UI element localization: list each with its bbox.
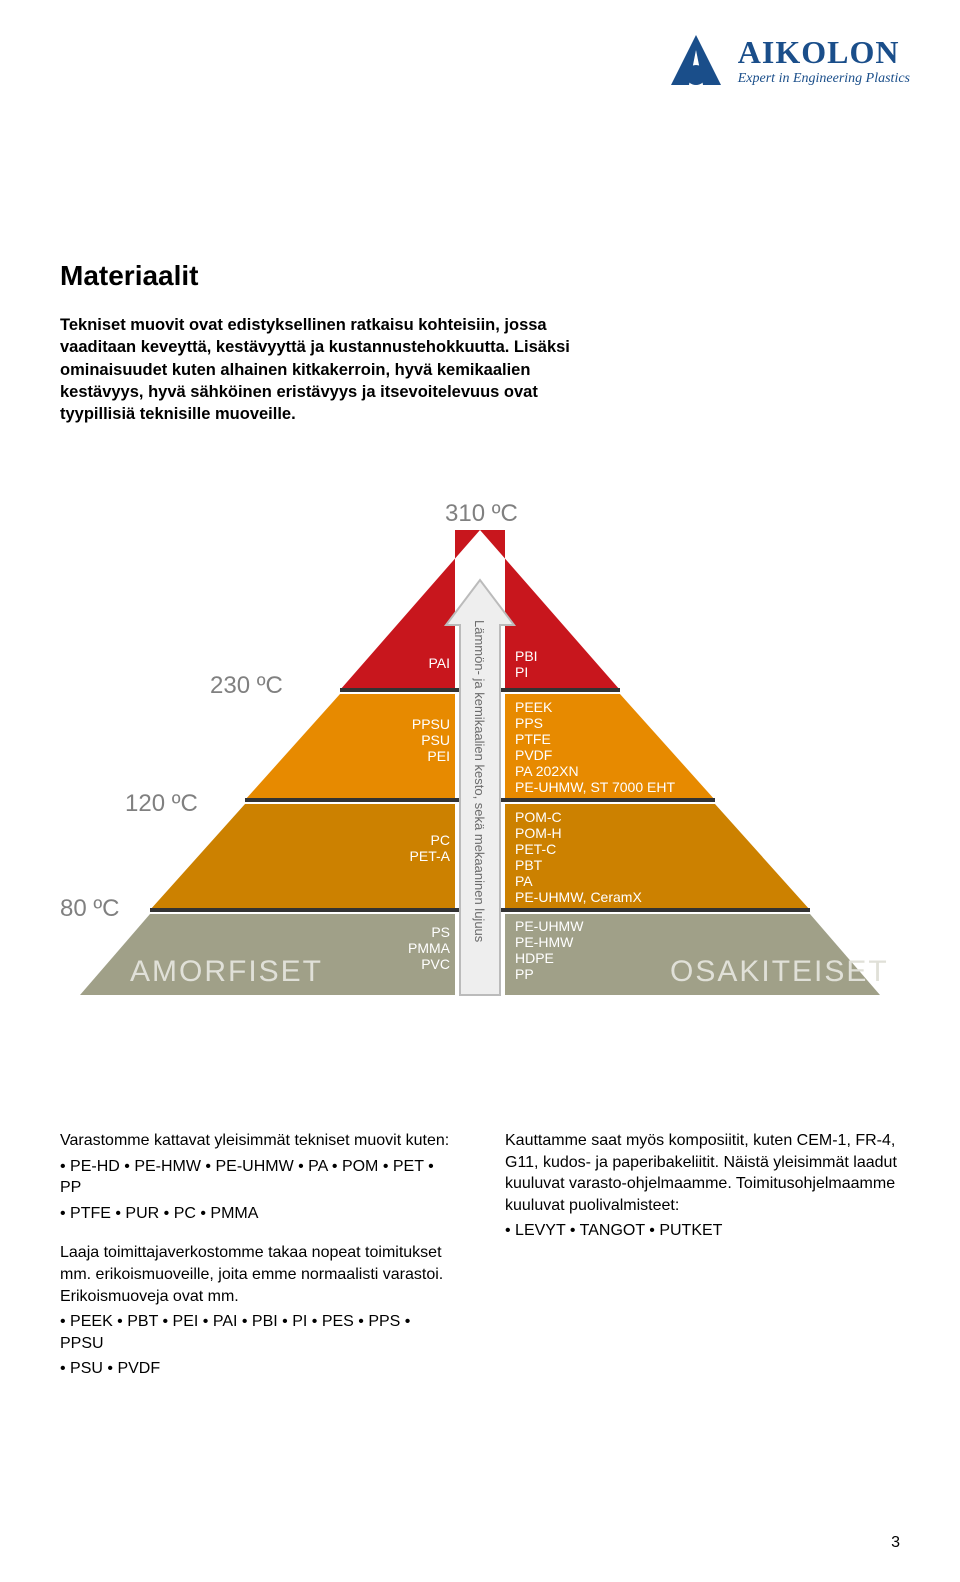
- logo: AIKOLON Expert in Engineering Plastics: [666, 30, 910, 90]
- page-title: Materiaalit: [60, 260, 900, 292]
- left-p1: Varastomme kattavat yleisimmät tekniset …: [60, 1130, 455, 1152]
- mat: PEI: [412, 748, 450, 764]
- logo-tagline: Expert in Engineering Plastics: [738, 71, 910, 87]
- page-number: 3: [891, 1534, 900, 1552]
- tier1-left: PAI: [428, 655, 450, 671]
- mat: PSU: [412, 732, 450, 748]
- bottom-columns: Varastomme kattavat yleisimmät tekniset …: [60, 1130, 900, 1384]
- logo-text: AIKOLON Expert in Engineering Plastics: [738, 34, 910, 87]
- mat: POM-H: [515, 825, 642, 841]
- mat: PI: [515, 664, 538, 680]
- logo-mark-icon: [666, 30, 726, 90]
- mat: PA: [515, 873, 642, 889]
- mat: PVC: [408, 956, 450, 972]
- mat: PE-HMW: [515, 934, 583, 950]
- left-b2: • PTFE • PUR • PC • PMMA: [60, 1203, 455, 1225]
- arrow-label: Lämmön- ja kemikaalien kesto, sekä mekaa…: [472, 620, 487, 990]
- mat: PPS: [515, 715, 675, 731]
- left-b1: • PE-HD • PE-HMW • PE-UHMW • PA • POM • …: [60, 1156, 455, 1199]
- content-block: Materiaalit Tekniset muovit ovat edistyk…: [60, 260, 900, 425]
- left-b4: • PSU • PVDF: [60, 1358, 455, 1380]
- mat: PE-UHMW, ST 7000 EHT: [515, 779, 675, 795]
- tier3-right: POM-C POM-H PET-C PBT PA PE-UHMW, CeramX: [515, 809, 642, 906]
- category-amorfiset: AMORFISET: [130, 955, 323, 989]
- category-osakiteiset: OSAKITEISET: [670, 955, 889, 989]
- tier4-right: PE-UHMW PE-HMW HDPE PP: [515, 918, 583, 982]
- temp-230: 230 ºC: [210, 672, 283, 700]
- tier1-right: PBI PI: [515, 648, 538, 680]
- right-p1: Kauttamme saat myös komposiitit, kuten C…: [505, 1130, 900, 1216]
- right-column: Kauttamme saat myös komposiitit, kuten C…: [505, 1130, 900, 1384]
- left-p2: Laaja toimittajaverkostomme takaa nopeat…: [60, 1242, 455, 1307]
- tier3-left: PC PET-A: [410, 832, 450, 864]
- mat: PEEK: [515, 699, 675, 715]
- mat: HDPE: [515, 950, 583, 966]
- tier2-left: PPSU PSU PEI: [412, 716, 450, 764]
- intro-paragraph: Tekniset muovit ovat edistyksellinen rat…: [60, 314, 600, 425]
- left-column: Varastomme kattavat yleisimmät tekniset …: [60, 1130, 455, 1384]
- mat: PPSU: [412, 716, 450, 732]
- mat: PP: [515, 966, 583, 982]
- left-b3: • PEEK • PBT • PEI • PAI • PBI • PI • PE…: [60, 1311, 455, 1354]
- temp-80: 80 ºC: [60, 895, 119, 923]
- logo-name: AIKOLON: [738, 34, 910, 71]
- tier2-right: PEEK PPS PTFE PVDF PA 202XN PE-UHMW, ST …: [515, 699, 675, 796]
- mat: PE-UHMW, CeramX: [515, 889, 642, 905]
- mat: PS: [408, 924, 450, 940]
- mat: PTFE: [515, 731, 675, 747]
- right-b1: • LEVYT • TANGOT • PUTKET: [505, 1220, 900, 1242]
- mat: PBT: [515, 857, 642, 873]
- pyramid-chart: 310 ºC 230 ºC 120 ºC 80 ºC Lämmön- ja ke…: [0, 500, 960, 1020]
- mat: POM-C: [515, 809, 642, 825]
- mat: PA 202XN: [515, 763, 675, 779]
- mat: PAI: [428, 655, 450, 671]
- mat: PET-A: [410, 848, 450, 864]
- tier4-left: PS PMMA PVC: [408, 924, 450, 972]
- mat: PBI: [515, 648, 538, 664]
- mat: PC: [410, 832, 450, 848]
- temp-310: 310 ºC: [445, 500, 518, 528]
- mat: PET-C: [515, 841, 642, 857]
- mat: PE-UHMW: [515, 918, 583, 934]
- mat: PVDF: [515, 747, 675, 763]
- mat: PMMA: [408, 940, 450, 956]
- temp-120: 120 ºC: [125, 790, 198, 818]
